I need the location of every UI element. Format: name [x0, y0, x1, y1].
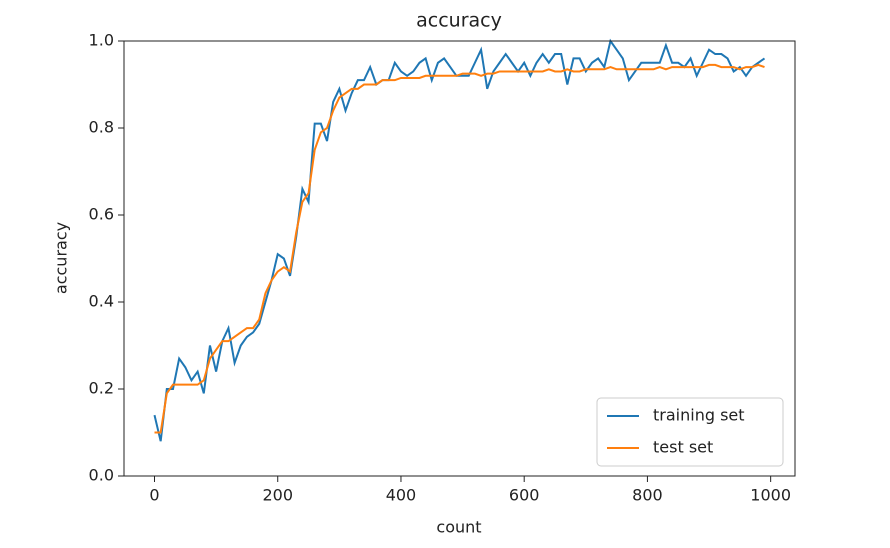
- x-tick-label: 200: [262, 486, 293, 505]
- x-axis-label: count: [436, 518, 481, 537]
- legend-label: test set: [653, 438, 713, 457]
- x-tick-label: 1000: [750, 486, 791, 505]
- plot-frame: [123, 40, 796, 477]
- x-tick-label: 400: [386, 486, 417, 505]
- series-line: [153, 38, 766, 442]
- x-tick-label: 0: [149, 486, 159, 505]
- x-tick-label: 600: [509, 486, 540, 505]
- y-tick-label: 0.0: [89, 466, 114, 485]
- x-tick-label: 800: [632, 486, 663, 505]
- y-tick-label: 1.0: [89, 31, 114, 50]
- y-tick-label: 0.6: [89, 205, 114, 224]
- y-tick-label: 0.8: [89, 118, 114, 137]
- legend-label: training set: [653, 406, 745, 425]
- series-line: [154, 63, 765, 434]
- y-axis-label: accuracy: [52, 222, 71, 294]
- y-tick-label: 0.4: [89, 292, 114, 311]
- legend-box: [596, 397, 784, 467]
- chart-title: accuracy: [416, 10, 502, 32]
- y-tick-label: 0.2: [89, 379, 114, 398]
